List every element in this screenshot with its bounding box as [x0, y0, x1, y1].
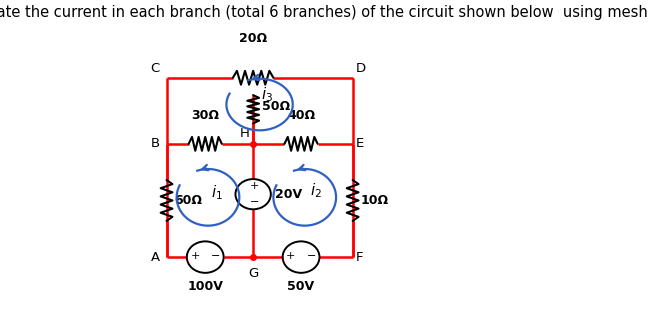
Text: −: − — [211, 251, 220, 260]
Text: H: H — [239, 127, 249, 140]
Text: 10Ω: 10Ω — [361, 194, 389, 207]
Text: −: − — [250, 198, 259, 208]
Text: $i_2$: $i_2$ — [310, 182, 322, 200]
Text: 60Ω: 60Ω — [175, 194, 203, 207]
Text: 50Ω: 50Ω — [263, 100, 291, 112]
Text: C: C — [151, 62, 160, 75]
Text: B: B — [151, 137, 160, 150]
Text: 40Ω: 40Ω — [287, 109, 315, 122]
Text: +: + — [286, 251, 296, 260]
Text: D: D — [356, 62, 366, 75]
Text: A: A — [151, 251, 160, 264]
Text: E: E — [356, 137, 364, 150]
Text: $i_1$: $i_1$ — [211, 183, 223, 202]
Text: 50V: 50V — [287, 280, 315, 293]
Text: 2. Calculate the current in each branch (total 6 branches) of the circuit shown : 2. Calculate the current in each branch … — [0, 5, 650, 21]
Text: +: + — [250, 181, 259, 191]
Text: G: G — [248, 267, 258, 280]
Text: 100V: 100V — [187, 280, 223, 293]
Text: F: F — [356, 251, 363, 264]
Text: 30Ω: 30Ω — [191, 109, 219, 122]
Text: $i_3$: $i_3$ — [261, 86, 273, 104]
Text: 20V: 20V — [274, 188, 302, 201]
Text: 20Ω: 20Ω — [239, 32, 267, 46]
Text: −: − — [307, 251, 316, 260]
Text: +: + — [190, 251, 200, 260]
